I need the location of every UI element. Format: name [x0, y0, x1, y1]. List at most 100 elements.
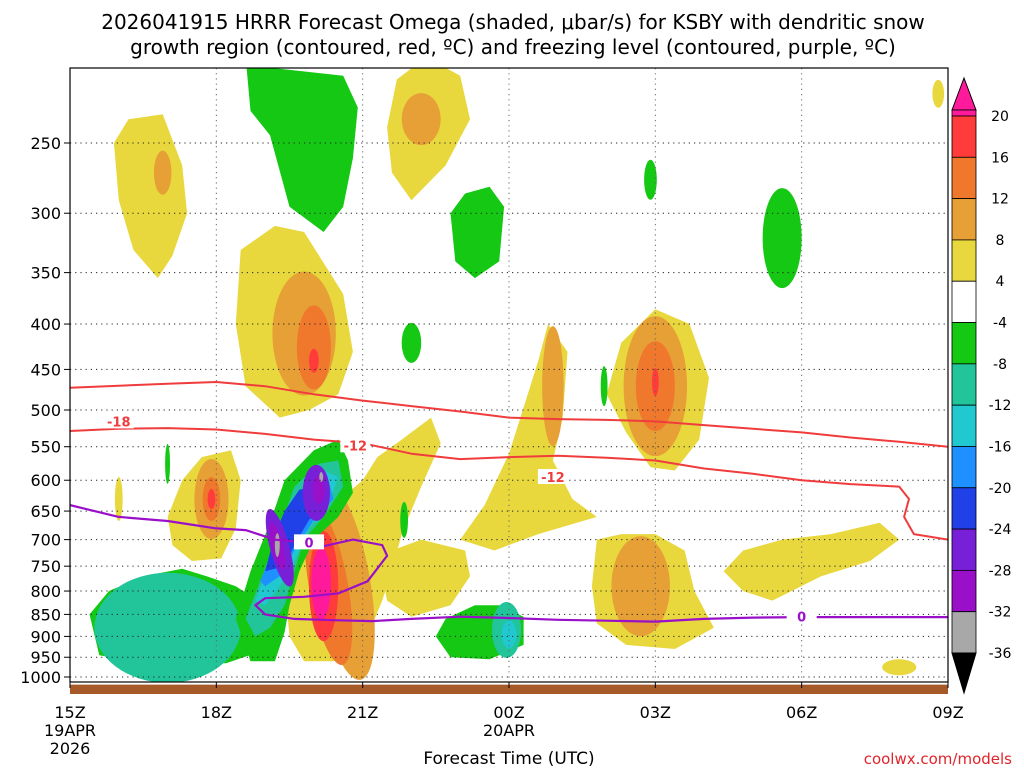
colorbar-bin [951, 322, 977, 365]
x-tick-label: 18Z [201, 703, 232, 722]
x-tick-year: 2026 [50, 739, 91, 758]
freezing-level-label: 0 [304, 536, 313, 551]
dgz-minus18-contour [70, 381, 948, 448]
y-tick-label: 750 [30, 557, 61, 576]
omega-area-08z-sfc [882, 659, 917, 676]
colorbar-bin [951, 404, 977, 447]
y-tick-label: 850 [30, 605, 61, 624]
omega-area-23z-green [450, 186, 505, 279]
dgz-minus12-contour [70, 427, 948, 541]
freezing-level-label-bg [294, 534, 325, 550]
omega-area-18z-inner [296, 305, 331, 390]
x-tick-label: 00Z [493, 703, 524, 722]
colorbar-label: -8 [993, 357, 1007, 373]
y-tick-label: 500 [30, 401, 61, 420]
omega-area-20z-gray-upper [319, 472, 324, 483]
y-tick-label: 400 [30, 315, 61, 334]
x-tick-label: 15Z [54, 703, 85, 722]
x-axis-title: Forecast Time (UTC) [423, 749, 594, 768]
y-tick-label: 450 [30, 360, 61, 379]
omega-area-22z-low [382, 539, 470, 617]
omega-area-16z-core [153, 150, 172, 195]
y-tick-label: 1000 [20, 668, 61, 687]
omega-area-00z-column [460, 324, 597, 551]
colorbar-bin [951, 569, 977, 613]
y-tick-label: 900 [30, 627, 61, 646]
colorbar-bin [951, 528, 977, 571]
y-tick-label: 550 [30, 438, 61, 457]
omega-area-05z-green [762, 188, 802, 289]
x-tick-label: 03Z [640, 703, 671, 722]
colorbar-label: -20 [989, 481, 1012, 497]
ground-surface [70, 684, 948, 694]
colorbar-label: 4 [996, 274, 1005, 290]
colorbar-bin [951, 239, 977, 282]
colorbar: 20 16 12 8 4 -4 -8 -12 -16 -20 -24 -28 -32 -36 [951, 76, 1012, 695]
contour-lines: -18 -12 -12 0 0 [70, 381, 948, 626]
omega-area-16z-low-teal [94, 572, 241, 682]
omega-area-00z-low-cyan [501, 620, 517, 649]
x-tick-label: 09Z [932, 703, 963, 722]
omega-area-20z-gray [274, 533, 280, 558]
omega-area-18z-peak [309, 348, 319, 373]
omega-area-18z-low-peak [207, 489, 216, 510]
y-tick-label: 300 [30, 204, 61, 223]
y-axis: 250 300 350 400 450 500 550 600 650 700 750 800 850 9… [20, 134, 70, 687]
colorbar-bin [951, 109, 977, 117]
colorbar-bin [951, 198, 977, 241]
y-tick-label: 950 [30, 648, 61, 667]
omega-area-18z-upper-green [246, 68, 358, 232]
omega-area-22z-core [401, 93, 441, 146]
omega-area-17z-tiny-green [165, 443, 170, 484]
ground-strip [70, 684, 948, 694]
title-line-2: growth region (contoured, red, ºC) and f… [130, 35, 896, 59]
colorbar-label: -4 [993, 316, 1007, 332]
colorbar-label: -24 [989, 522, 1012, 538]
colorbar-label: -36 [989, 646, 1012, 662]
colorbar-bin [951, 280, 977, 323]
omega-area-01z-green [600, 366, 608, 407]
omega-area-21z-peak [311, 547, 331, 620]
colorbar-label: -32 [989, 605, 1012, 621]
y-tick-label: 650 [30, 502, 61, 521]
omega-area-03z-peak [651, 368, 659, 397]
colorbar-bin-bottom [951, 652, 977, 695]
omega-area-16z-upper [113, 114, 188, 279]
y-tick-label: 700 [30, 531, 61, 550]
credit-text: coolwx.com/models [864, 750, 1012, 768]
y-tick-label: 350 [30, 264, 61, 283]
grid-lines [70, 68, 948, 682]
omega-area-02z-green [644, 159, 657, 200]
omega-area-09z-top [932, 79, 945, 108]
dgz-minus12-label: -12 [541, 471, 565, 486]
x-tick-date: 19APR [44, 721, 96, 740]
freezing-level-label: 0 [797, 611, 806, 626]
colorbar-label: -12 [989, 398, 1012, 414]
dgz-minus12-label-2-bg [340, 437, 371, 453]
omega-area-16z-small [114, 477, 123, 522]
omega-area-06z-low [723, 522, 900, 601]
freezing-level-label-bg [786, 608, 817, 624]
colorbar-bin [951, 446, 977, 489]
colorbar-label: 8 [996, 233, 1005, 249]
x-tick-date: 20APR [483, 721, 535, 740]
y-tick-label: 250 [30, 134, 61, 153]
y-tick-label: 600 [30, 471, 61, 490]
freezing-level-contour [70, 504, 948, 623]
colorbar-bin [951, 487, 977, 530]
colorbar-bin-top [951, 76, 977, 111]
omega-area-00z-core [542, 326, 564, 447]
colorbar-label: -16 [989, 439, 1012, 455]
omega-area-22z-small-green [401, 322, 422, 363]
dgz-minus18-label-bg [103, 413, 134, 429]
title-line-1: 2026041915 HRRR Forecast Omega (shaded, … [101, 10, 925, 34]
omega-shading [89, 68, 945, 682]
colorbar-bin [951, 611, 977, 654]
colorbar-bin [951, 363, 977, 406]
dgz-minus12-label-bg [537, 469, 568, 485]
colorbar-label: 12 [991, 192, 1009, 208]
y-tick-label: 800 [30, 582, 61, 601]
colorbar-label: 16 [991, 150, 1009, 166]
